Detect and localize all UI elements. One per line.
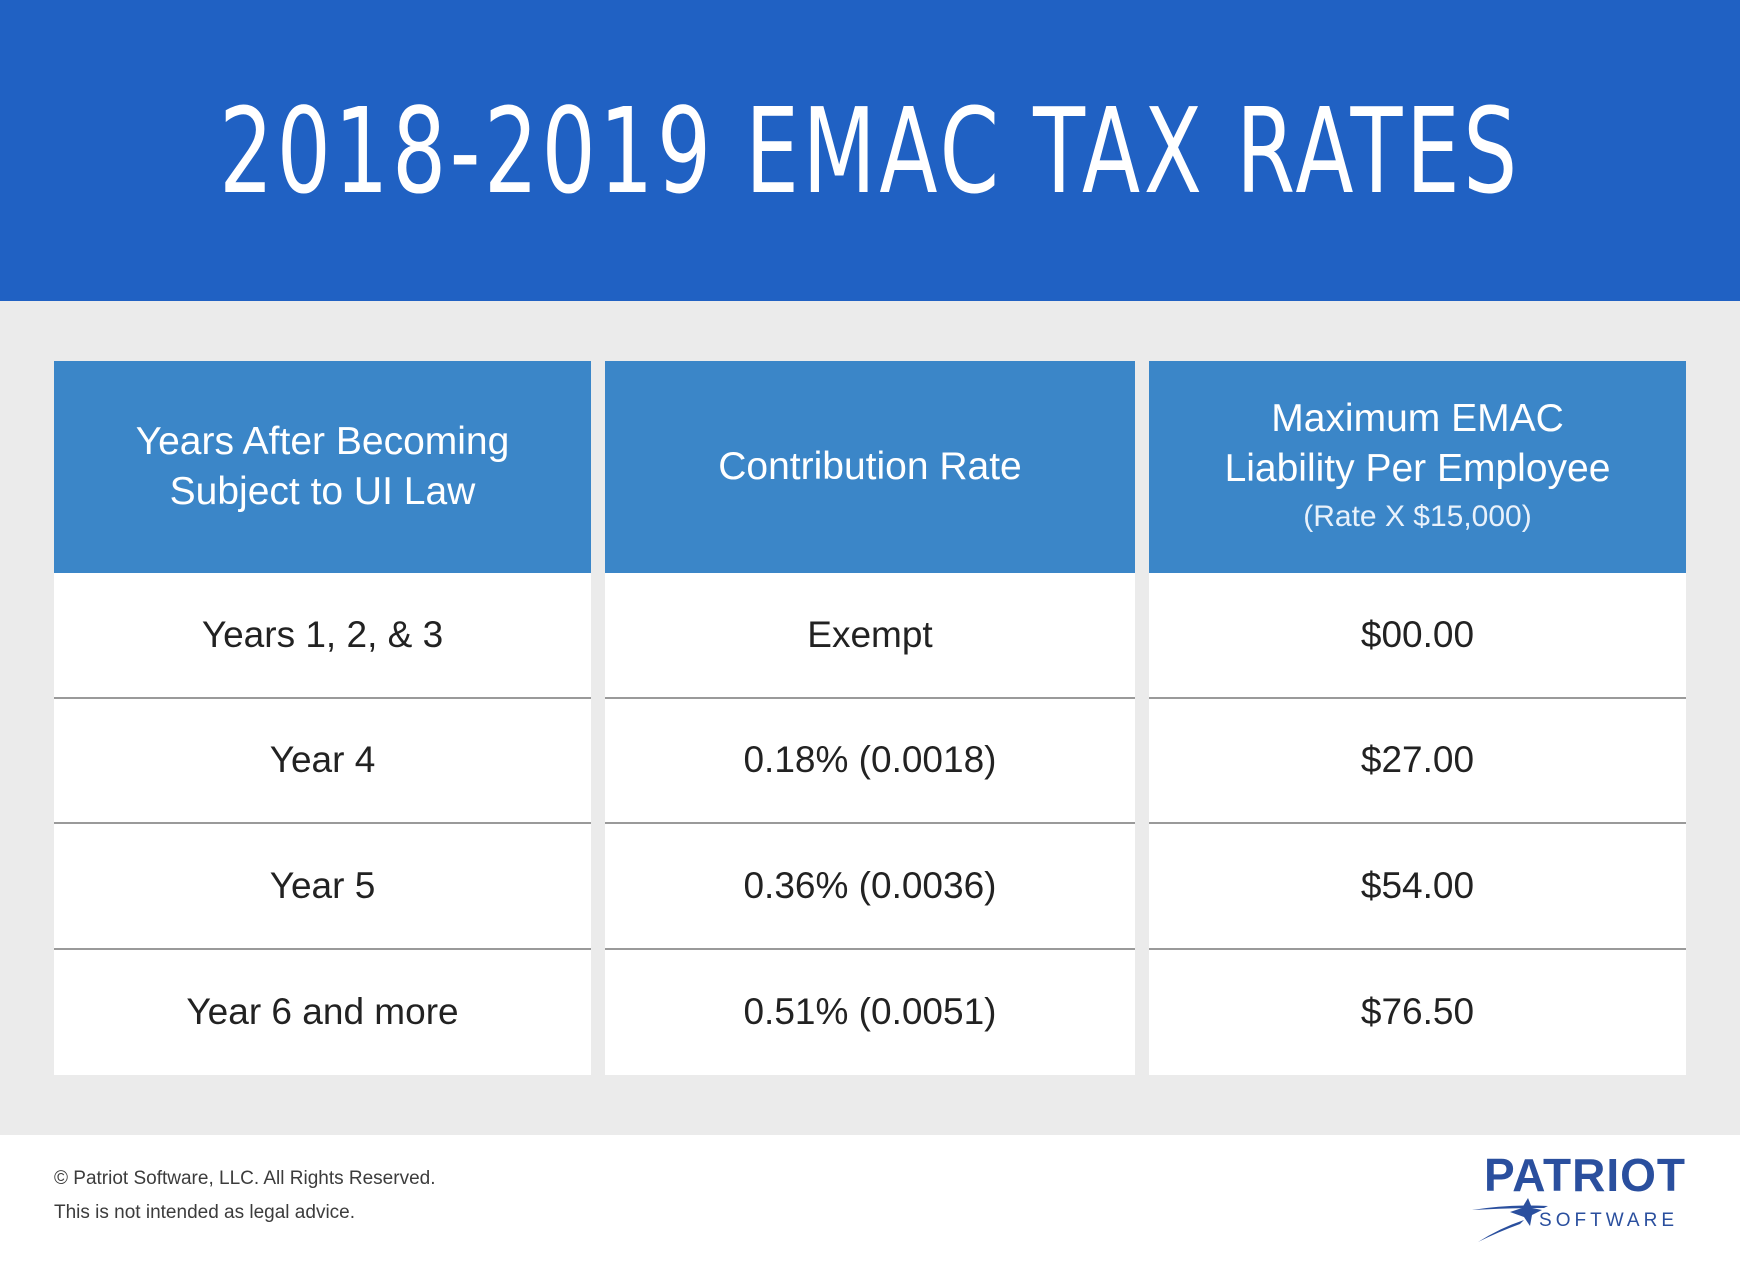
table-cell: $27.00 xyxy=(1149,699,1686,824)
page-title: 2018-2019 EMAC TAX RATES xyxy=(219,81,1521,220)
table-cell: Years 1, 2, & 3 xyxy=(54,573,591,699)
title-banner: 2018-2019 EMAC TAX RATES xyxy=(0,0,1740,301)
star-swoosh-icon xyxy=(1472,1198,1548,1242)
logo-subtext: SOFTWARE xyxy=(1539,1210,1678,1231)
header-subtext: (Rate X $15,000) xyxy=(1303,500,1532,533)
table-cell: Year 5 xyxy=(54,824,591,950)
table-cell: Year 6 and more xyxy=(186,991,459,1033)
header-line: Maximum EMAC xyxy=(1271,397,1564,440)
table-column-years: Years After Becoming Subject to UI Law Y… xyxy=(54,361,591,1075)
header-line: Contribution Rate xyxy=(718,445,1022,488)
table-column-rate: Contribution Rate Exempt 0.18% (0.0018) … xyxy=(605,361,1135,1075)
column-header-years: Years After Becoming Subject to UI Law xyxy=(54,361,591,573)
disclaimer-text: This is not intended as legal advice. xyxy=(54,1202,356,1223)
table-cell: $76.50 xyxy=(1360,991,1475,1033)
table-cell: $00.00 xyxy=(1149,573,1686,699)
logo-wordmark: PATRIOT xyxy=(1483,1149,1686,1201)
table-cell: 0.51% (0.0051) xyxy=(743,991,997,1033)
footer-note: © Patriot Software, LLC. All Rights Rese… xyxy=(54,1162,436,1230)
column-header-liability: Maximum EMAC Liability Per Employee (Rat… xyxy=(1149,361,1686,573)
table-cell: 0.18% (0.0018) xyxy=(605,699,1135,824)
table-cell: Exempt xyxy=(605,573,1135,699)
patriot-logo: PATRIOT SOFTWARE xyxy=(1470,1148,1700,1248)
table-cell: 0.36% (0.0036) xyxy=(605,824,1135,950)
header-line: Years After Becoming xyxy=(135,420,510,463)
header-line: Subject to UI Law xyxy=(169,470,476,513)
header-line: Liability Per Employee xyxy=(1224,447,1611,490)
table-column-liability: Maximum EMAC Liability Per Employee (Rat… xyxy=(1149,361,1686,1075)
copyright-text: © Patriot Software, LLC. All Rights Rese… xyxy=(54,1168,436,1189)
column-header-rate: Contribution Rate xyxy=(605,361,1135,573)
table-cell: Year 4 xyxy=(54,699,591,824)
table-cell: $54.00 xyxy=(1149,824,1686,950)
